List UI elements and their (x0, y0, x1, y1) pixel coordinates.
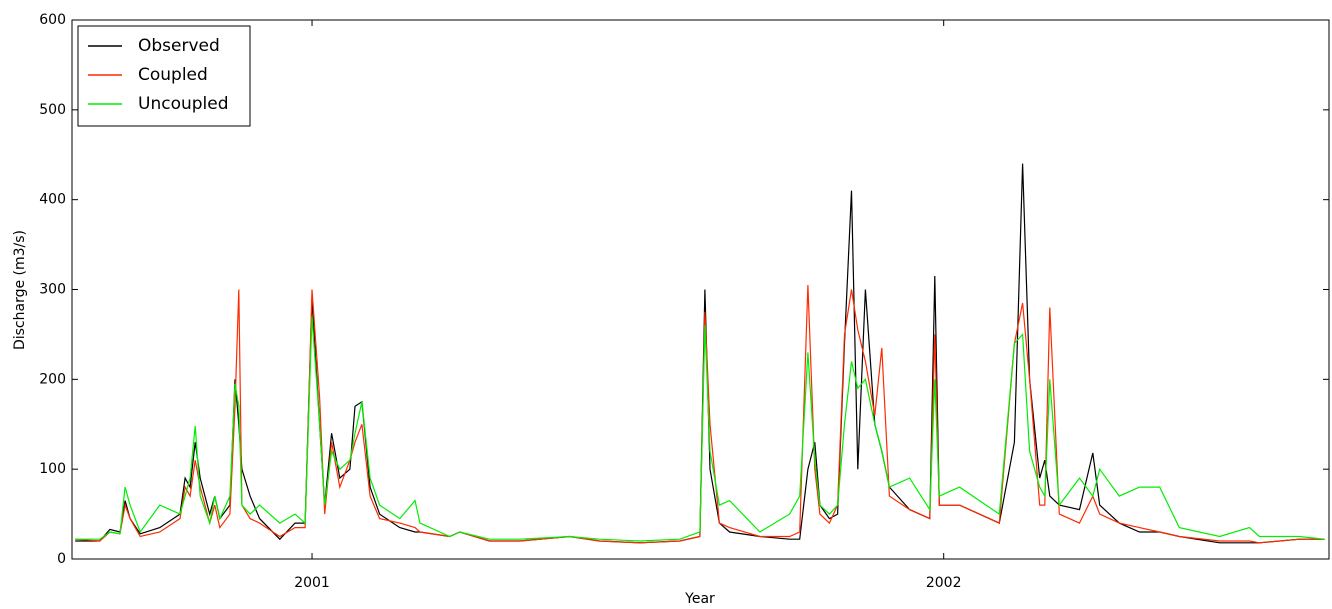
y-tick-label: 400 (39, 192, 66, 208)
legend-label: Coupled (138, 65, 208, 85)
y-tick-label: 500 (39, 102, 66, 118)
y-tick-label: 200 (39, 371, 66, 387)
legend-label: Observed (138, 36, 220, 56)
series-line (75, 316, 1325, 542)
legend-label: Uncoupled (138, 94, 229, 114)
y-tick-label: 600 (39, 12, 66, 28)
x-axis-label: Year (684, 591, 715, 607)
series-line (75, 163, 1325, 544)
plot-frame (71, 19, 1330, 560)
legend: Observed Coupled Uncoupled (77, 25, 251, 127)
legend-box (77, 25, 251, 127)
y-axis-label: Discharge (m3/s) (12, 230, 28, 350)
x-tick-label: 2001 (294, 575, 330, 591)
series-line (75, 284, 1325, 544)
y-tick-label: 100 (39, 461, 66, 477)
y-tick-label: 0 (57, 551, 66, 567)
y-tick-label: 300 (39, 282, 66, 298)
x-tick-label: 2002 (926, 575, 962, 591)
